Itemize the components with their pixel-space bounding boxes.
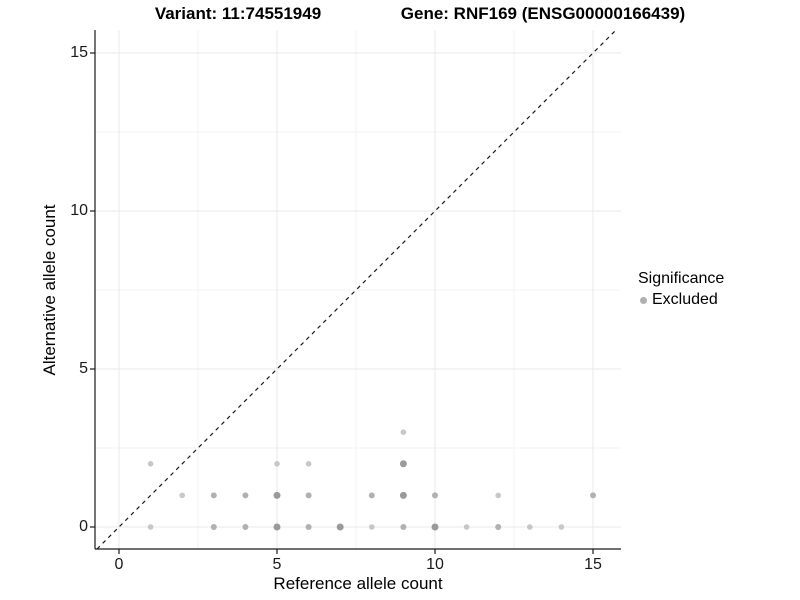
data-point (147, 524, 154, 530)
x-tick-label: 15 (584, 556, 602, 573)
legend: Significance Excluded (638, 270, 724, 309)
data-point (369, 524, 375, 530)
identity-dashed-line (96, 29, 617, 550)
data-point (432, 492, 438, 499)
data-point (527, 524, 533, 530)
data-point (242, 524, 249, 530)
y-tick-label: 15 (70, 44, 88, 61)
legend-title: Significance (638, 270, 725, 287)
x-tick-label: 0 (114, 556, 124, 573)
data-point (400, 524, 407, 530)
data-point (305, 461, 312, 467)
x-tick-label: 10 (426, 556, 444, 573)
data-point (495, 492, 502, 499)
x-tick-label: 5 (272, 556, 282, 573)
data-point (179, 492, 185, 499)
data-point (399, 460, 407, 468)
y-tick-label: 0 (79, 518, 88, 535)
data-point (274, 461, 280, 467)
data-point (590, 492, 596, 499)
data-point (242, 492, 249, 499)
legend-item-label: Excluded (652, 291, 718, 308)
data-point (495, 524, 502, 530)
data-point (210, 524, 217, 530)
data-point (273, 523, 281, 531)
data-point (431, 523, 439, 531)
data-point (399, 491, 407, 499)
y-tick-label: 10 (70, 202, 88, 219)
data-point (305, 524, 312, 530)
plot-title-variant: Variant: 11:74551949 (154, 4, 322, 23)
legend-item-excluded: Excluded (638, 291, 724, 309)
data-point (336, 523, 344, 531)
data-point (305, 492, 312, 499)
data-point (210, 492, 217, 499)
y-tick-label: 5 (79, 360, 88, 377)
data-point (558, 524, 565, 530)
data-point (273, 491, 281, 499)
plot-title-gene: Gene: RNF169 (ENSG00000166439) (400, 4, 686, 23)
data-point (463, 524, 470, 530)
y-axis-title: Alternative allele count (40, 204, 59, 376)
data-point (368, 492, 375, 499)
data-point (147, 461, 154, 467)
data-point (400, 429, 407, 436)
legend-dot-icon (640, 296, 647, 304)
x-axis-title: Reference allele count (273, 574, 443, 593)
